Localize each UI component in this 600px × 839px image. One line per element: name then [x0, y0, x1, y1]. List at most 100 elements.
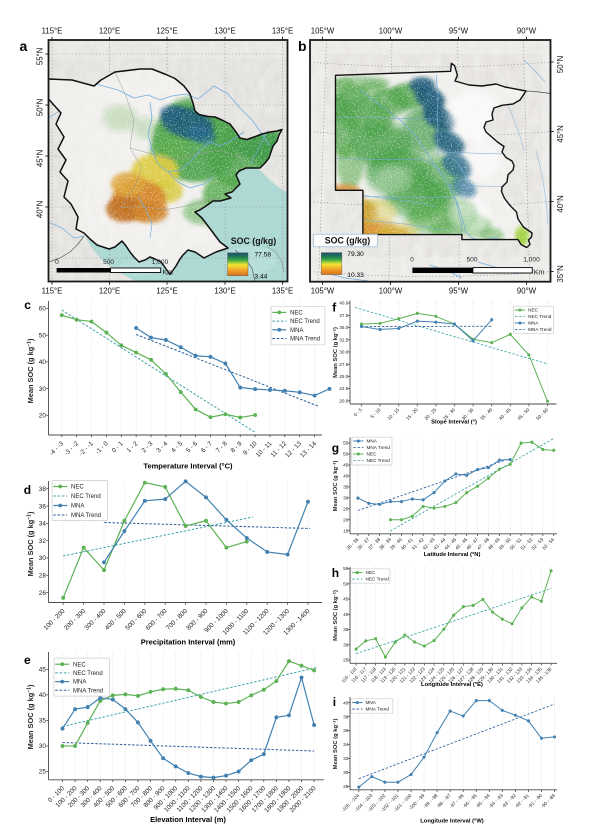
- svg-text:35: 35: [343, 627, 349, 632]
- svg-text:120°E: 120°E: [99, 286, 120, 295]
- svg-text:500: 500: [466, 257, 477, 264]
- svg-text:b: b: [298, 38, 307, 54]
- svg-text:1 - 2: 1 - 2: [126, 440, 140, 454]
- svg-text:15 - 20: 15 - 20: [405, 407, 419, 421]
- svg-text:53 - 54: 53 - 54: [541, 537, 555, 551]
- svg-text:MNA Trend: MNA Trend: [71, 513, 101, 519]
- svg-text:e: e: [24, 653, 31, 667]
- svg-text:-90 - -89: -90 - -89: [540, 793, 556, 809]
- svg-text:40: 40: [343, 700, 349, 705]
- svg-text:40: 40: [343, 474, 349, 479]
- svg-text:135°E: 135°E: [272, 27, 293, 36]
- svg-text:NEC: NEC: [367, 452, 378, 457]
- svg-text:MNA: MNA: [367, 439, 378, 444]
- svg-text:32.5: 32.5: [339, 337, 349, 342]
- svg-text:Km: Km: [163, 270, 174, 277]
- svg-text:38: 38: [343, 714, 349, 719]
- svg-text:a: a: [20, 38, 28, 54]
- svg-text:g: g: [332, 441, 339, 455]
- svg-text:45 - 50: 45 - 50: [517, 407, 531, 421]
- svg-text:25.0: 25.0: [339, 374, 349, 379]
- svg-text:27.5: 27.5: [339, 362, 349, 367]
- svg-text:77.58: 77.58: [255, 251, 272, 258]
- svg-text:38: 38: [39, 486, 47, 493]
- svg-text:30: 30: [343, 642, 349, 647]
- svg-text:25: 25: [343, 658, 349, 663]
- svg-text:NEC Trend: NEC Trend: [73, 671, 103, 677]
- svg-text:15: 15: [343, 528, 349, 533]
- svg-text:40: 40: [39, 692, 47, 699]
- svg-text:MNA: MNA: [71, 504, 84, 510]
- svg-text:36: 36: [39, 503, 47, 510]
- svg-text:Mean SOC (g kg−1): Mean SOC (g kg−1): [331, 590, 339, 641]
- svg-text:30.0: 30.0: [339, 350, 349, 355]
- svg-text:45: 45: [39, 667, 47, 674]
- svg-text:-2 - -1: -2 - -1: [78, 440, 95, 457]
- svg-text:MNA Trend: MNA Trend: [528, 327, 552, 332]
- svg-text:30: 30: [39, 743, 47, 750]
- svg-text:50°N: 50°N: [556, 56, 565, 73]
- svg-text:45: 45: [343, 597, 349, 602]
- svg-text:10 - 15: 10 - 15: [386, 407, 400, 421]
- svg-text:20: 20: [39, 413, 47, 420]
- svg-text:Latitude Interval (°N): Latitude Interval (°N): [424, 552, 481, 558]
- svg-text:MNA Trend: MNA Trend: [73, 688, 103, 694]
- svg-text:4 - 5: 4 - 5: [170, 440, 184, 454]
- svg-text:55°N: 55°N: [35, 48, 44, 65]
- svg-text:20.0: 20.0: [339, 398, 349, 403]
- svg-text:7 - 8: 7 - 8: [215, 440, 229, 454]
- svg-text:MNA Trend: MNA Trend: [366, 707, 390, 712]
- svg-text:55: 55: [343, 566, 349, 571]
- svg-text:30: 30: [39, 386, 47, 393]
- svg-text:55: 55: [343, 441, 349, 446]
- svg-text:35°N: 35°N: [556, 265, 565, 282]
- svg-text:NEC Trend: NEC Trend: [528, 314, 552, 319]
- svg-text:40: 40: [343, 612, 349, 617]
- svg-text:125°E: 125°E: [156, 286, 177, 295]
- svg-text:30: 30: [39, 555, 47, 562]
- svg-text:-1 - 0: -1 - 0: [94, 440, 110, 456]
- svg-text:Elevation Interval (m): Elevation Interval (m): [150, 815, 226, 824]
- svg-text:40.0: 40.0: [339, 301, 349, 306]
- svg-text:50°N: 50°N: [35, 99, 44, 116]
- svg-text:f: f: [332, 300, 337, 314]
- svg-text:40°N: 40°N: [35, 201, 44, 218]
- svg-text:135°E: 135°E: [272, 286, 293, 295]
- svg-text:0: 0: [410, 257, 414, 264]
- svg-text:28: 28: [343, 784, 349, 789]
- svg-text:-4 - -3: -4 - -3: [48, 440, 65, 457]
- svg-text:115°E: 115°E: [42, 286, 63, 295]
- svg-text:NEC: NEC: [366, 570, 377, 575]
- svg-text:Km: Km: [534, 269, 545, 276]
- svg-text:20: 20: [343, 517, 349, 522]
- svg-text:Precipitation Interval (mm): Precipitation Interval (mm): [141, 638, 236, 647]
- svg-text:50: 50: [39, 332, 47, 339]
- svg-text:0 - 1: 0 - 1: [111, 440, 125, 454]
- svg-text:Temperature Interval (°C): Temperature Interval (°C): [143, 462, 233, 471]
- svg-text:125°E: 125°E: [156, 27, 177, 36]
- svg-text:Mean SOC (g kg−1): Mean SOC (g kg−1): [331, 719, 339, 770]
- svg-text:MNA: MNA: [73, 680, 86, 686]
- svg-text:37.5: 37.5: [339, 313, 349, 318]
- svg-text:22.5: 22.5: [339, 386, 349, 391]
- svg-text:MNA Trend: MNA Trend: [290, 337, 320, 343]
- svg-text:Mean SOC (g kg−1): Mean SOC (g kg−1): [331, 327, 339, 378]
- svg-text:100°W: 100°W: [379, 27, 403, 36]
- svg-text:95°W: 95°W: [449, 27, 469, 36]
- svg-text:95°W: 95°W: [449, 286, 469, 295]
- svg-text:NEC Trend: NEC Trend: [367, 458, 391, 463]
- svg-text:50 - 60: 50 - 60: [535, 407, 549, 421]
- svg-text:120°E: 120°E: [99, 27, 120, 36]
- svg-text:50: 50: [343, 452, 349, 457]
- svg-text:i: i: [333, 695, 336, 709]
- svg-text:25: 25: [39, 769, 47, 776]
- svg-text:36: 36: [343, 728, 349, 733]
- svg-text:35.0: 35.0: [339, 325, 349, 330]
- svg-text:40°N: 40°N: [556, 195, 565, 212]
- svg-text:32: 32: [343, 756, 349, 761]
- svg-text:SOC (g/kg): SOC (g/kg): [231, 236, 277, 246]
- svg-text:10.33: 10.33: [347, 272, 364, 279]
- svg-text:100°W: 100°W: [379, 286, 403, 295]
- svg-text:45°N: 45°N: [556, 125, 565, 142]
- svg-text:0 - 5: 0 - 5: [353, 407, 363, 417]
